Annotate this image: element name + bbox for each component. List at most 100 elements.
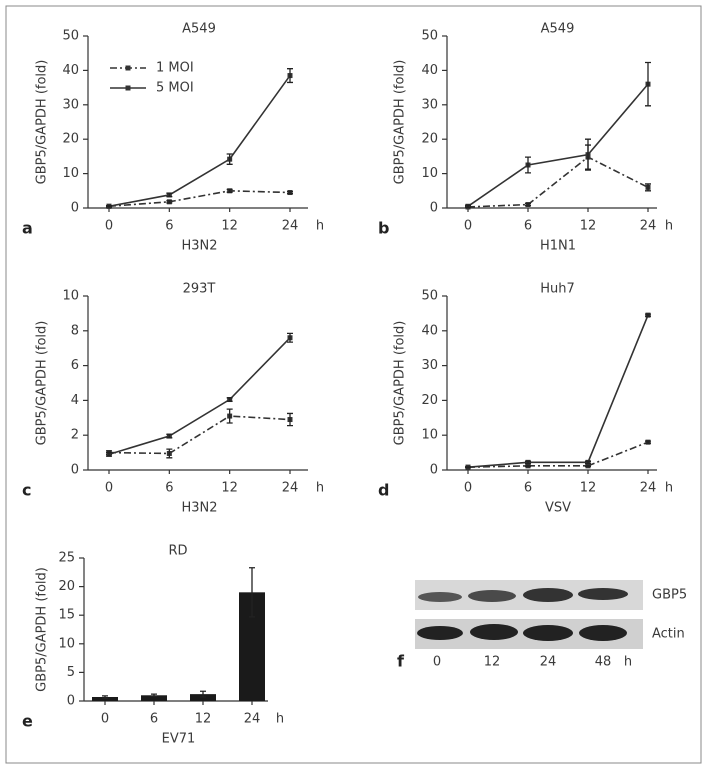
unit-label: h [624, 655, 632, 670]
error-bar [585, 460, 591, 465]
x-tick-label: 0 [105, 219, 113, 234]
y-tick-label: 5 [67, 665, 75, 680]
legend-marker [125, 65, 131, 71]
x-tick-label: 24 [244, 712, 261, 727]
lane-label: 0 [433, 655, 441, 670]
series-line [467, 156, 649, 208]
error-bar [226, 408, 233, 424]
lane-label: 12 [484, 655, 501, 670]
unit-label: h [316, 219, 324, 234]
panel-letter: a [22, 219, 33, 238]
chart-title: 293T [183, 282, 216, 297]
y-tick-label: 10 [58, 636, 75, 651]
y-tick-label: 4 [71, 393, 79, 408]
band [523, 625, 573, 641]
x-tick-label: 0 [105, 481, 113, 496]
panel-letter: c [22, 481, 31, 500]
series-line [467, 441, 649, 469]
series-line [467, 83, 649, 207]
x-tick-label: 6 [524, 219, 532, 234]
y-axis-label: GBP5/GAPDH (fold) [35, 321, 50, 446]
x-tick-label: 0 [101, 712, 109, 727]
x-tick-label: 12 [580, 219, 597, 234]
error-bar [287, 412, 293, 427]
error-bar [287, 190, 293, 195]
band [470, 624, 518, 640]
series-line [108, 189, 291, 208]
bar [92, 696, 118, 701]
band [468, 590, 516, 602]
x-tick-label: 0 [464, 481, 472, 496]
error-bar [525, 202, 531, 207]
unit-label: h [665, 219, 673, 234]
y-tick-label: 10 [421, 428, 438, 443]
error-bar [585, 464, 591, 468]
error-bar [465, 466, 471, 469]
y-tick-label: 20 [421, 393, 438, 408]
panel-letter: f [397, 652, 405, 671]
y-tick-label: 0 [71, 463, 79, 478]
y-tick-label: 50 [62, 29, 79, 44]
error-bar [226, 153, 233, 165]
lane-label: 24 [540, 655, 557, 670]
error-bar [585, 138, 591, 171]
x-tick-label: 12 [580, 481, 597, 496]
y-tick-label: 6 [71, 358, 79, 373]
error-bar [200, 690, 206, 698]
band [418, 592, 462, 602]
error-bar [226, 188, 233, 193]
x-tick-label: 24 [640, 481, 657, 496]
error-bar [249, 567, 255, 618]
x-axis-label: H3N2 [181, 501, 217, 516]
y-tick-label: 50 [421, 289, 438, 304]
y-axis-label: GBP5/GAPDH (fold) [393, 321, 408, 446]
x-tick-label: 6 [524, 481, 532, 496]
unit-label: h [665, 481, 673, 496]
y-tick-label: 40 [421, 323, 438, 338]
blot: GBP5 Actin 0 12 24 48 h f [397, 580, 687, 671]
x-tick-label: 24 [282, 481, 299, 496]
unit-label: h [276, 712, 284, 727]
panel-letter: d [378, 481, 389, 500]
y-tick-label: 8 [71, 323, 79, 338]
y-tick-label: 50 [421, 29, 438, 44]
band [578, 588, 628, 600]
row-label: Actin [652, 627, 685, 642]
error-bar [226, 397, 233, 402]
y-tick-label: 20 [62, 132, 79, 147]
legend-marker [125, 85, 131, 91]
bar [141, 695, 167, 701]
error-bar [166, 433, 173, 439]
x-tick-label: 24 [640, 219, 657, 234]
y-axis-label: GBP5/GAPDH (fold) [393, 60, 408, 185]
y-tick-label: 30 [62, 97, 79, 112]
x-tick-label: 12 [195, 712, 212, 727]
band [579, 625, 627, 641]
y-tick-label: 0 [430, 463, 438, 478]
error-bar [166, 200, 173, 204]
error-bar [151, 693, 157, 698]
y-tick-label: 0 [430, 201, 438, 216]
panel-letter: b [378, 219, 389, 238]
chart-title: A549 [541, 22, 575, 37]
y-tick-label: 20 [58, 579, 75, 594]
band [523, 588, 573, 602]
error-bar [106, 451, 112, 457]
chart-title: Huh7 [540, 282, 575, 297]
x-tick-label: 6 [165, 219, 173, 234]
series-line [467, 314, 649, 469]
series-line [108, 415, 291, 455]
y-tick-label: 10 [62, 166, 79, 181]
chart-title: RD [168, 544, 187, 559]
x-tick-label: 12 [221, 219, 238, 234]
error-bar [106, 204, 112, 208]
series-line [108, 337, 291, 456]
x-axis-label: H3N2 [181, 239, 217, 254]
y-tick-label: 0 [71, 201, 79, 216]
y-tick-label: 30 [421, 358, 438, 373]
x-tick-label: 0 [464, 219, 472, 234]
y-tick-label: 0 [67, 694, 75, 709]
y-tick-label: 2 [71, 428, 79, 443]
error-bar [465, 204, 471, 208]
band [417, 626, 463, 640]
